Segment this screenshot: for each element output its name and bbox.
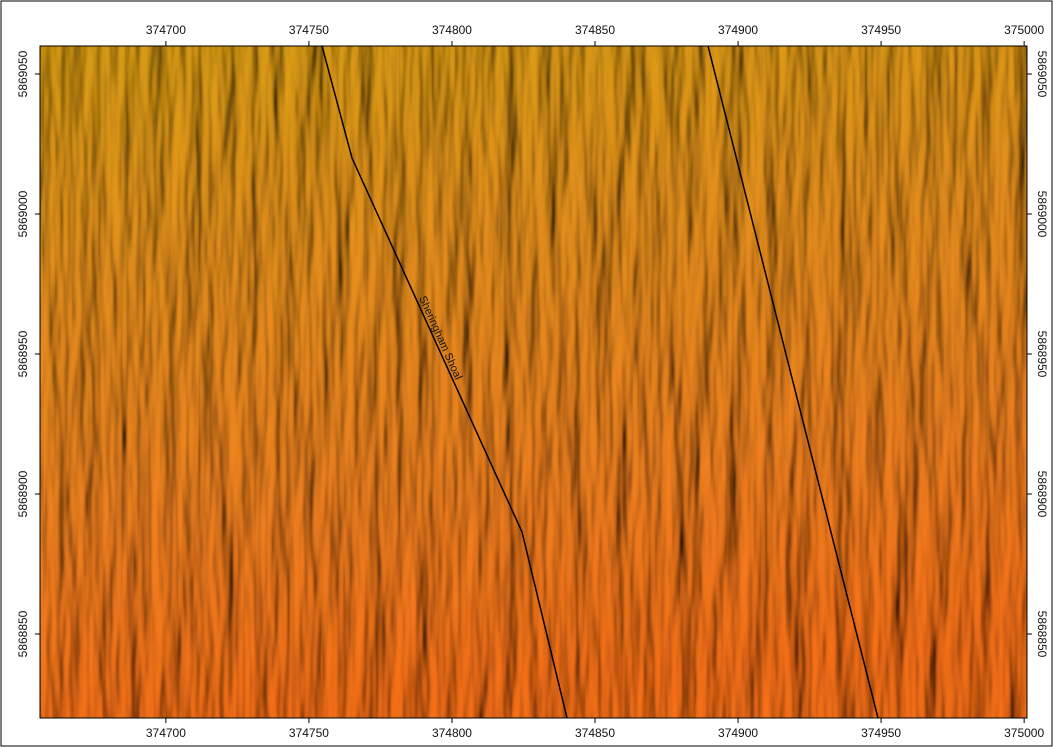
y-tick-label: 5868850 <box>1035 611 1049 658</box>
x-tick-label: 375000 <box>1004 726 1044 740</box>
x-tick-label: 375000 <box>1004 23 1044 37</box>
y-tick-label: 5868950 <box>1035 331 1049 378</box>
map-figure: Sheringham Shoal 374700 374700 374750 37475… <box>0 0 1053 747</box>
y-tick-label: 5869050 <box>16 50 30 97</box>
x-tick-label: 374800 <box>432 726 472 740</box>
y-tick-label: 5868850 <box>16 610 30 657</box>
x-tick-label: 374700 <box>146 726 186 740</box>
y-tick-label: 5868900 <box>16 470 30 517</box>
y-tick-label: 5869050 <box>1035 51 1049 98</box>
x-tick-label: 374900 <box>718 726 758 740</box>
x-tick-label: 374700 <box>146 23 186 37</box>
x-tick-label: 374850 <box>575 23 615 37</box>
x-tick-label: 374950 <box>861 726 901 740</box>
x-tick-label: 374750 <box>289 726 329 740</box>
y-tick-label: 5868900 <box>1035 471 1049 518</box>
x-tick-label: 374900 <box>718 23 758 37</box>
x-tick-label: 374750 <box>289 23 329 37</box>
bathymetry <box>40 46 1027 718</box>
x-tick-label: 374800 <box>432 23 472 37</box>
y-tick-label: 5868950 <box>16 330 30 377</box>
x-tick-label: 374850 <box>575 726 615 740</box>
map-area: Sheringham Shoal <box>40 46 1027 718</box>
x-tick-label: 374950 <box>861 23 901 37</box>
y-tick-label: 5869000 <box>16 190 30 237</box>
y-tick-label: 5869000 <box>1035 191 1049 238</box>
